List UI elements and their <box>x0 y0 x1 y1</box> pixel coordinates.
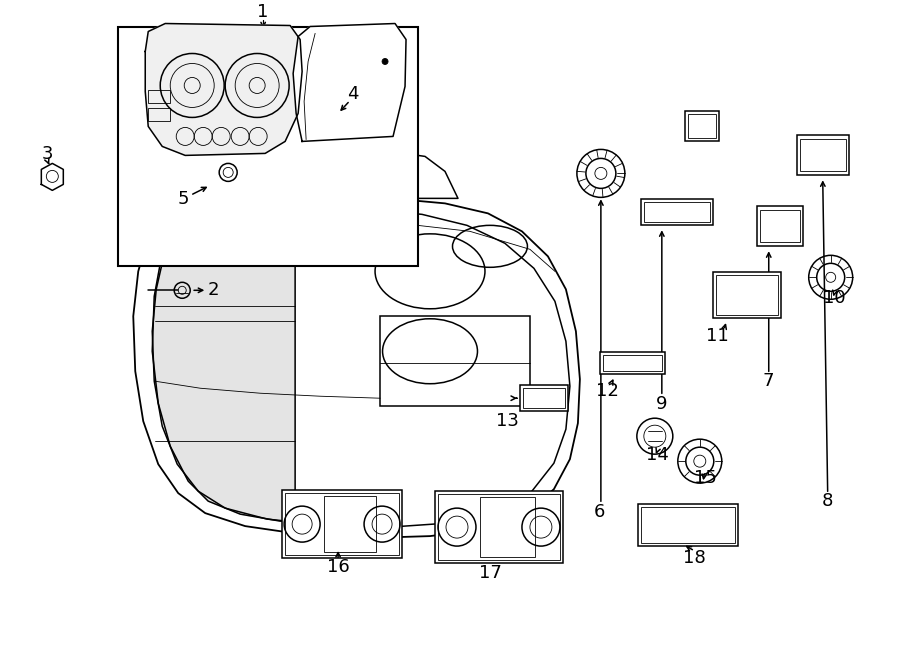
Text: 9: 9 <box>656 395 668 413</box>
Bar <box>523 388 565 408</box>
Bar <box>380 316 530 407</box>
Text: 3: 3 <box>41 145 53 163</box>
Text: 17: 17 <box>479 564 501 582</box>
Text: 1: 1 <box>257 3 269 20</box>
Text: 11: 11 <box>706 327 729 345</box>
Bar <box>435 491 562 563</box>
Circle shape <box>382 58 388 65</box>
Bar <box>713 272 780 319</box>
Polygon shape <box>41 163 63 190</box>
Text: 5: 5 <box>177 190 189 208</box>
Polygon shape <box>133 196 580 538</box>
Text: 15: 15 <box>695 469 717 487</box>
Bar <box>641 507 734 543</box>
Bar <box>796 136 849 175</box>
Bar <box>800 139 846 171</box>
Bar <box>757 206 803 247</box>
Bar <box>644 202 710 222</box>
Bar <box>480 497 535 557</box>
Bar <box>520 385 568 411</box>
Polygon shape <box>145 24 302 155</box>
Bar <box>603 355 662 371</box>
Text: 4: 4 <box>347 85 359 104</box>
Text: 2: 2 <box>207 282 219 299</box>
Polygon shape <box>293 24 406 141</box>
Bar <box>760 210 800 243</box>
Bar <box>324 496 376 552</box>
Polygon shape <box>152 210 295 521</box>
Text: 7: 7 <box>763 372 775 390</box>
Bar <box>438 494 560 560</box>
Bar <box>716 276 778 315</box>
Bar <box>638 504 738 546</box>
Text: 16: 16 <box>327 558 349 576</box>
Bar <box>600 352 665 374</box>
Bar <box>148 91 170 104</box>
Text: 18: 18 <box>683 549 706 567</box>
Bar <box>118 26 418 266</box>
Bar <box>688 114 716 138</box>
Bar <box>282 490 402 558</box>
Text: 14: 14 <box>646 446 670 464</box>
Text: 12: 12 <box>597 382 619 400</box>
Text: 8: 8 <box>822 492 833 510</box>
Text: 6: 6 <box>594 503 606 521</box>
Text: 13: 13 <box>496 412 518 430</box>
Bar <box>641 200 713 225</box>
Text: 10: 10 <box>824 290 846 307</box>
Bar <box>148 108 170 122</box>
Bar <box>685 112 719 141</box>
Text: 19: 19 <box>698 527 721 545</box>
Bar <box>285 493 399 555</box>
